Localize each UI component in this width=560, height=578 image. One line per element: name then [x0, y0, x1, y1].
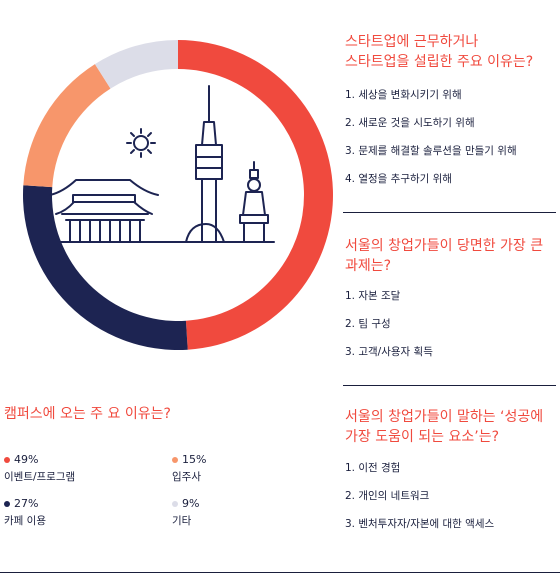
- slice-label: 이벤트/프로그램: [4, 471, 76, 483]
- donut-chart: [18, 10, 338, 355]
- list-item: 1. 자본 조달: [345, 290, 401, 302]
- section-title: 서울의 창업가들이 당면한 가장 큰 과제는?: [345, 236, 555, 276]
- section-startup-reasons: 스타트업에 근무하거나 스타트업을 설립한 주요 이유는? 1. 세상을 변화시…: [345, 32, 555, 200]
- section-challenges: 서울의 창업가들이 당면한 가장 큰 과제는? 1. 자본 조달 2. 팀 구성…: [345, 236, 555, 373]
- seoul-landmarks-icon: [37, 85, 275, 243]
- donut-slice: [94, 40, 178, 89]
- legend-item: 49% 이벤트/프로그램: [4, 453, 75, 484]
- legend-swatch: [172, 500, 178, 507]
- challenges-list: 1. 자본 조달 2. 팀 구성 3. 고객/사용자 획득: [345, 289, 555, 359]
- list-item: 3. 문제를 해결할 솔루션을 만들기 위해: [345, 145, 517, 157]
- legend-item: 9% 기타: [172, 497, 199, 528]
- section-title: 서울의 창업가들이 말하는 ‘성공에 가장 도움이 되는 요소’는?: [345, 407, 557, 447]
- title-line: 가장 도움이 되는 요소’는?: [345, 429, 500, 445]
- divider: [343, 385, 556, 386]
- list-item: 1. 이전 경험: [345, 462, 401, 474]
- list-item: 2. 팀 구성: [345, 318, 391, 330]
- list-item: 2. 새로운 것을 시도하기 위해: [345, 117, 475, 129]
- section-title: 스타트업에 근무하거나 스타트업을 설립한 주요 이유는?: [345, 32, 555, 72]
- title-line: 스타트업을 설립한 주요 이유는?: [345, 54, 534, 70]
- section-success-factors: 서울의 창업가들이 말하는 ‘성공에 가장 도움이 되는 요소’는? 1. 이전…: [345, 407, 557, 545]
- slice-value: 15%: [182, 453, 207, 466]
- list-item: 4. 열정을 추구하기 위해: [345, 173, 452, 185]
- legend-swatch: [4, 500, 10, 507]
- slice-label: 기타: [172, 515, 192, 527]
- donut-svg: [22, 40, 333, 351]
- slice-label: 입주사: [172, 471, 201, 483]
- slice-value: 27%: [14, 497, 39, 510]
- title-line: 서울의 창업가들이 말하는 ‘성공에: [345, 409, 544, 425]
- legend-swatch: [172, 456, 178, 463]
- list-item: 1. 세상을 변화시키기 위해: [345, 89, 462, 101]
- title-line: 과제는?: [345, 258, 392, 274]
- legend-item: 27% 카페 이용: [4, 497, 46, 528]
- slice-label: 카페 이용: [4, 515, 46, 527]
- legend-item: 15% 입주사: [172, 453, 206, 484]
- title-line: 스타트업에 근무하거나: [345, 34, 479, 50]
- success-list: 1. 이전 경험 2. 개인의 네트워크 3. 벤처투자자/자본에 대한 액세스: [345, 461, 557, 531]
- list-item: 2. 개인의 네트워크: [345, 490, 430, 502]
- list-item: 3. 고객/사용자 획득: [345, 346, 433, 358]
- slice-value: 9%: [182, 497, 200, 510]
- donut-slice: [22, 185, 188, 351]
- list-item: 3. 벤처투자자/자본에 대한 액세스: [345, 518, 495, 530]
- divider: [343, 212, 556, 213]
- divider: [0, 572, 560, 573]
- legend-swatch: [4, 456, 10, 463]
- slice-value: 49%: [14, 453, 39, 466]
- donut-slice: [23, 64, 111, 188]
- donut-slice: [178, 40, 333, 350]
- chart-title: 캠퍼스에 오는 주 요 이유는?: [4, 406, 171, 422]
- title-line: 서울의 창업가들이 당면한 가장 큰: [345, 238, 544, 254]
- reasons-list: 1. 세상을 변화시키기 위해 2. 새로운 것을 시도하기 위해 3. 문제를…: [345, 88, 555, 186]
